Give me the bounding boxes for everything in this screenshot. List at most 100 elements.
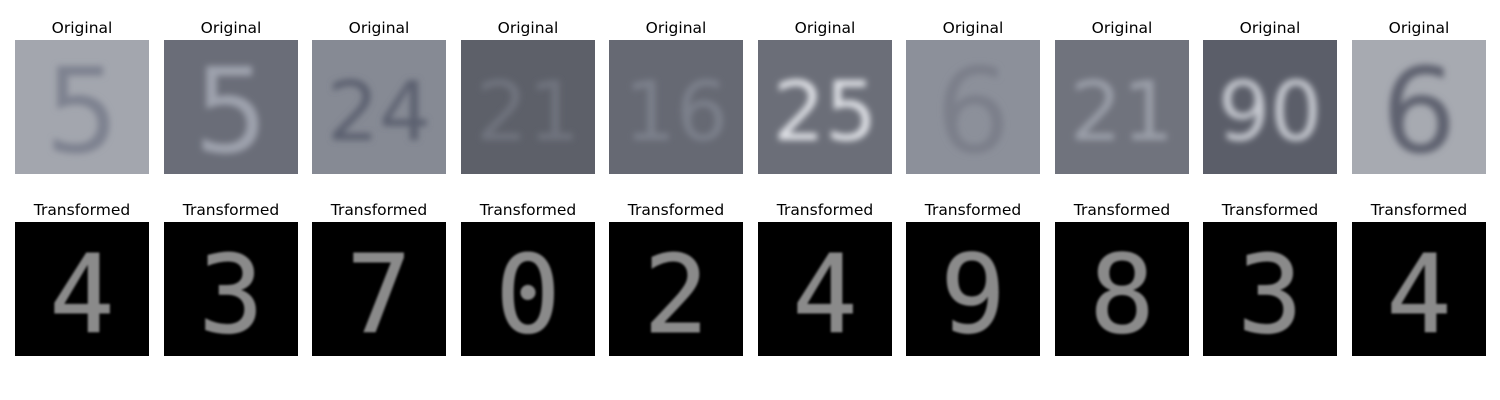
mnist-digit-image: 4	[758, 222, 892, 356]
transformed-panel: Transformed 7	[312, 200, 446, 356]
original-panel: Original 16	[609, 18, 743, 174]
mnist-digit-image: 7	[312, 222, 446, 356]
transformed-panel: Transformed 4	[15, 200, 149, 356]
digit-image-canvas: 8	[1055, 222, 1189, 356]
mnist-digit-image: 9	[906, 222, 1040, 356]
image-background	[1203, 222, 1337, 356]
panel-title: Transformed	[479, 201, 577, 219]
mnist-digit-image: 3	[1203, 222, 1337, 356]
digit-glyph: 3	[1237, 233, 1302, 356]
digit-image-canvas: 21	[1055, 40, 1189, 174]
panel-title: Transformed	[627, 201, 725, 219]
image-background	[758, 40, 892, 174]
image-background	[609, 222, 743, 356]
panel-title: Original	[794, 19, 856, 37]
image-background	[609, 40, 743, 174]
digit-glyph: 21	[476, 65, 580, 160]
image-background	[15, 222, 149, 356]
original-panel: Original 24	[312, 18, 446, 174]
digit-image-canvas: 21	[461, 40, 595, 174]
original-panel: Original 5	[15, 18, 149, 174]
image-background	[312, 222, 446, 356]
svhn-digit-image: 6	[906, 40, 1040, 174]
digit-glyph: 16	[624, 65, 728, 160]
digit-image-canvas: 3	[164, 222, 298, 356]
digit-glyph: 2	[643, 233, 708, 356]
digit-glyph: 5	[44, 42, 119, 174]
digit-glyph: 4	[1386, 233, 1451, 356]
panel-title: Transformed	[1221, 201, 1319, 219]
panel-title: Transformed	[1370, 201, 1468, 219]
mnist-digit-image: 2	[609, 222, 743, 356]
digit-glyph: 24	[327, 65, 431, 160]
digit-image-canvas: 2	[609, 222, 743, 356]
panel-title: Original	[51, 19, 113, 37]
transformed-panel: Transformed 8	[1055, 200, 1189, 356]
digit-image-canvas: 24	[312, 40, 446, 174]
digit-glyph: 0	[495, 233, 560, 356]
image-background	[15, 40, 149, 174]
digit-glyph: 21	[1070, 65, 1174, 160]
mnist-digit-image: 4	[15, 222, 149, 356]
svhn-digit-image: 16	[609, 40, 743, 174]
digit-image-canvas: 5	[164, 40, 298, 174]
image-background	[164, 40, 298, 174]
mnist-digit-image: 3	[164, 222, 298, 356]
digit-image-canvas: 7	[312, 222, 446, 356]
digit-image-canvas: 5	[15, 40, 149, 174]
image-background	[164, 222, 298, 356]
digit-glyph: 4	[792, 233, 857, 356]
transformed-panel: Transformed 3	[164, 200, 298, 356]
panel-title: Original	[942, 19, 1004, 37]
panel-title: Transformed	[33, 201, 131, 219]
mnist-digit-image: 4	[1352, 222, 1486, 356]
digit-image-canvas: 3	[1203, 222, 1337, 356]
svhn-digit-image: 21	[1055, 40, 1189, 174]
digit-glyph: 7	[346, 233, 411, 356]
panel-title: Original	[1388, 19, 1450, 37]
panel-title: Original	[1091, 19, 1153, 37]
panel-title: Transformed	[1073, 201, 1171, 219]
svhn-digit-image: 90	[1203, 40, 1337, 174]
image-background	[1055, 40, 1189, 174]
transformed-panel: Transformed 9	[906, 200, 1040, 356]
digit-image-canvas: 6	[906, 40, 1040, 174]
panel-title: Original	[497, 19, 559, 37]
digit-image-canvas: 9	[906, 222, 1040, 356]
panel-title: Original	[645, 19, 707, 37]
panel-title: Original	[348, 19, 410, 37]
digit-image-canvas: 0	[461, 222, 595, 356]
image-background	[461, 222, 595, 356]
original-panel: Original 21	[1055, 18, 1189, 174]
panel-title: Transformed	[924, 201, 1022, 219]
digit-image-canvas: 16	[609, 40, 743, 174]
digit-glyph: 6	[1381, 42, 1456, 174]
original-panel: Original 21	[461, 18, 595, 174]
original-panel: Original 6	[906, 18, 1040, 174]
digit-glyph: 25	[773, 65, 877, 160]
digit-glyph: 9	[940, 233, 1005, 356]
svhn-digit-image: 6	[1352, 40, 1486, 174]
image-background	[1203, 40, 1337, 174]
svhn-digit-image: 25	[758, 40, 892, 174]
original-panel: Original 25	[758, 18, 892, 174]
svhn-digit-image: 21	[461, 40, 595, 174]
panel-title: Transformed	[182, 201, 280, 219]
digit-image-canvas: 25	[758, 40, 892, 174]
original-panel: Original 90	[1203, 18, 1337, 174]
digit-glyph: 90	[1218, 65, 1322, 160]
image-background	[1352, 222, 1486, 356]
image-background	[906, 222, 1040, 356]
image-background	[1352, 40, 1486, 174]
image-background	[758, 222, 892, 356]
digit-glyph: 3	[198, 233, 263, 356]
transformed-panel: Transformed 4	[1352, 200, 1486, 356]
panel-title: Original	[200, 19, 262, 37]
digit-image-canvas: 4	[15, 222, 149, 356]
digit-image-canvas: 4	[1352, 222, 1486, 356]
image-background	[461, 40, 595, 174]
image-background	[1055, 222, 1189, 356]
digit-glyph: 8	[1089, 233, 1154, 356]
original-panel: Original 5	[164, 18, 298, 174]
